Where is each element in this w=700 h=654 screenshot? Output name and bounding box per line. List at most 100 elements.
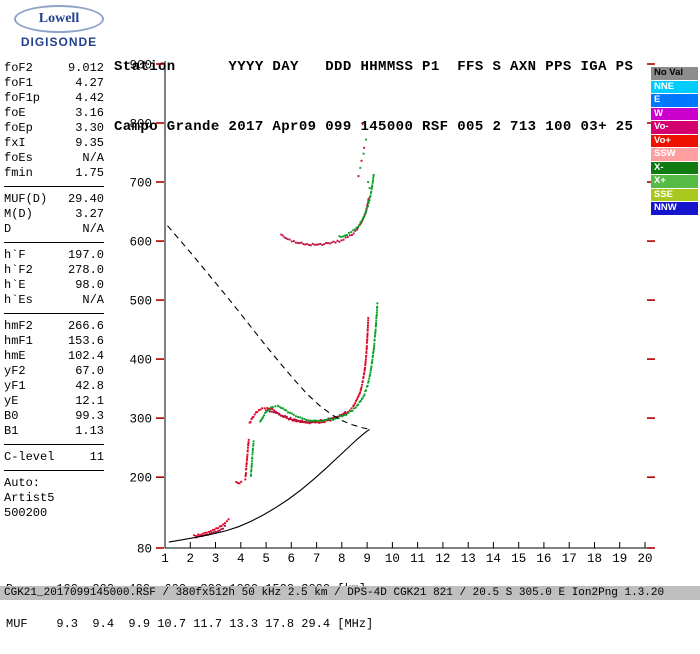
series-f2-trace-o (248, 317, 370, 425)
param-value: 9.35 (75, 136, 104, 150)
doppler-direction-legend: No Val NNE E W Vo- Vo+ SSW X- X+ SSE NNW (651, 67, 698, 216)
param-value: 99.3 (75, 409, 104, 423)
param-label: h`Es (4, 293, 33, 307)
legend-item-nnw: NNW (651, 202, 698, 215)
svg-text:11: 11 (410, 552, 425, 566)
separator-line (4, 470, 104, 471)
series-f2-trace-x (259, 302, 379, 423)
param-row: foEp 3.30 (4, 121, 104, 136)
series-second-hop-o (280, 197, 370, 247)
status-bar: CGK21_2017099145000.RSF / 380fx512h 50 k… (0, 586, 700, 600)
param-row: fxI 9.35 (4, 136, 104, 151)
series-topside-profile-model (167, 225, 370, 430)
param-row: h`F 197.0 (4, 248, 104, 263)
param-value: 4.42 (75, 91, 104, 105)
param-label: B1 (4, 424, 19, 438)
param-row: B0 99.3 (4, 409, 104, 424)
param-value: 197.0 (67, 248, 104, 262)
param-row: yE 12.1 (4, 394, 104, 409)
param-label: h`F2 (4, 263, 33, 277)
separator-line (4, 313, 104, 314)
param-row: M(D) 3.27 (4, 207, 104, 222)
svg-text:2: 2 (187, 552, 195, 566)
legend-item-nne: NNE (651, 80, 698, 93)
param-row: C-level 11 (4, 450, 104, 465)
param-row: h`F2 278.0 (4, 263, 104, 278)
param-label: C-level (4, 450, 55, 464)
series-e-trace-o-mode (193, 518, 230, 537)
svg-text:17: 17 (562, 552, 577, 566)
svg-text:500: 500 (129, 295, 152, 309)
param-label: M(D) (4, 207, 33, 221)
svg-text:5: 5 (262, 552, 270, 566)
svg-text:200: 200 (129, 472, 152, 486)
param-label: yF1 (4, 379, 26, 393)
param-value: 102.4 (67, 349, 104, 363)
param-row: h`E 98.0 (4, 278, 104, 293)
param-row: B1 1.13 (4, 424, 104, 439)
svg-text:3: 3 (212, 552, 220, 566)
parameter-panel: foF2 9.012 foF1 4.27 foF1p 4.42 foE 3.16 foEp 3.3… (4, 61, 104, 521)
param-value: N/A (82, 293, 104, 307)
legend-item-vo-: Vo- (651, 121, 698, 134)
param-value: 266.6 (67, 319, 104, 333)
param-row: yF1 42.8 (4, 379, 104, 394)
series-bottomside-profile (168, 428, 370, 543)
param-label: D (4, 222, 12, 236)
param-label: foF1p (4, 91, 41, 105)
param-value: 278.0 (67, 263, 104, 277)
param-label: foF1 (4, 76, 33, 90)
param-value: 12.1 (75, 394, 104, 408)
param-value: 11 (89, 450, 104, 464)
legend-item-e: E (651, 94, 698, 107)
param-label: hmF2 (4, 319, 33, 333)
param-row: hmF1 153.6 (4, 334, 104, 349)
svg-text:9: 9 (363, 552, 371, 566)
param-row: foE 3.16 (4, 106, 104, 121)
param-row: 500200 (4, 506, 48, 520)
series-second-hop-x (338, 174, 375, 238)
separator-line (4, 186, 104, 187)
param-value: 153.6 (67, 334, 104, 348)
svg-text:16: 16 (536, 552, 551, 566)
param-value: 29.40 (67, 192, 104, 206)
svg-text:8: 8 (338, 552, 346, 566)
param-label: fxI (4, 136, 26, 150)
logo-lowell-text: Lowell (38, 11, 80, 26)
param-row: foEs N/A (4, 151, 104, 166)
separator-line (4, 242, 104, 243)
param-value: 3.16 (75, 106, 104, 120)
param-value: 98.0 (75, 278, 104, 292)
svg-text:10: 10 (385, 552, 400, 566)
param-row: hmE 102.4 (4, 349, 104, 364)
svg-text:800: 800 (129, 118, 152, 132)
separator-line (4, 444, 104, 445)
legend-item-w: W (651, 107, 698, 120)
param-value: 42.8 (75, 379, 104, 393)
param-row: foF1 4.27 (4, 76, 104, 91)
param-label: hmE (4, 349, 26, 363)
svg-text:80: 80 (137, 543, 152, 557)
param-label: h`E (4, 278, 26, 292)
param-value: 1.75 (75, 166, 104, 180)
param-label: yE (4, 394, 19, 408)
legend-item-x+: X+ (651, 175, 698, 188)
param-row: hmF2 266.6 (4, 319, 104, 334)
svg-text:4: 4 (237, 552, 245, 566)
svg-text:600: 600 (129, 236, 152, 250)
header-values-line: Campo Grande 2017 Apr09 099 145000 RSF 0… (114, 119, 634, 135)
param-label: foF2 (4, 61, 33, 75)
param-value: 3.30 (75, 121, 104, 135)
svg-text:13: 13 (461, 552, 476, 566)
param-row: Auto: (4, 476, 41, 490)
legend-item-vo+: Vo+ (651, 134, 698, 147)
param-value: N/A (82, 151, 104, 165)
svg-text:1: 1 (161, 552, 169, 566)
muf-row: MUF 9.3 9.4 9.9 10.7 11.7 13.3 17.8 29.4… (6, 616, 374, 631)
param-row: MUF(D) 29.40 (4, 192, 104, 207)
series-spread-echoes-red (357, 123, 366, 178)
param-label: B0 (4, 409, 19, 423)
svg-text:19: 19 (612, 552, 627, 566)
